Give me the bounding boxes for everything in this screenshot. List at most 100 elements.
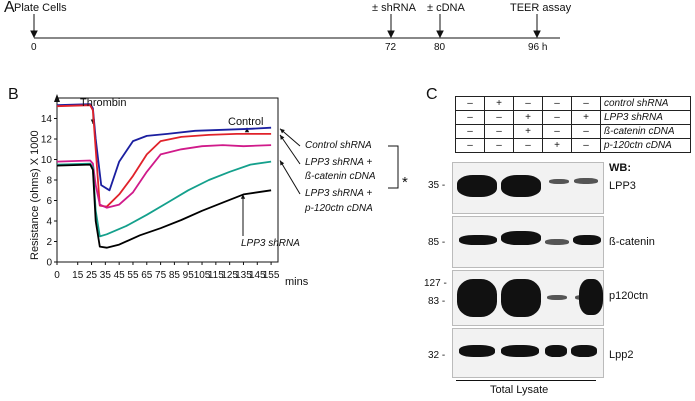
timeline — [30, 14, 560, 39]
significance-star: * — [402, 174, 408, 191]
marker-127: 127 - — [424, 278, 447, 289]
y-axis-arrow — [54, 94, 60, 102]
cell: – — [484, 110, 514, 125]
condition-table: – + – – – control shRNA – – + – + LPP3 s… — [455, 96, 691, 153]
blot-lpp3 — [452, 162, 604, 214]
wb-label: WB: — [609, 162, 631, 174]
series-line-4 — [56, 163, 272, 249]
cell: – — [542, 110, 572, 125]
x-tick-label: 75 — [155, 270, 167, 281]
chart-lines — [56, 103, 272, 249]
panel-a-letter: A — [4, 0, 15, 16]
legend-p120-line2: p-120ctn cDNA — [305, 203, 373, 214]
x-tick-label: 35 — [100, 270, 112, 281]
marker-35: 35 - — [428, 180, 446, 191]
cell: – — [455, 138, 485, 153]
footer-rule — [456, 380, 596, 381]
condition-row: – + – – – control shRNA — [455, 96, 691, 111]
cell: + — [484, 96, 514, 111]
band — [501, 345, 539, 357]
x-tick-label: 65 — [141, 270, 153, 281]
series-line-1 — [56, 104, 272, 208]
cell: – — [542, 96, 572, 111]
x-tick-label: 15 — [72, 270, 84, 281]
band — [547, 295, 567, 300]
band — [459, 345, 495, 357]
cell: + — [571, 110, 601, 125]
series-line-2 — [56, 144, 272, 209]
band — [457, 279, 497, 317]
panel-b-letter: B — [8, 86, 19, 103]
cell: + — [513, 110, 543, 125]
legend-p120-arrow-head — [280, 160, 285, 166]
blot-p120ctn — [452, 270, 604, 326]
x-tick-label: 85 — [169, 270, 181, 281]
timeline-event-shrna: ± shRNA — [372, 2, 416, 14]
cell: – — [484, 138, 514, 153]
cell: – — [455, 124, 485, 139]
cell: – — [513, 138, 543, 153]
panel-c-letter: C — [426, 86, 438, 103]
band — [574, 178, 598, 184]
blot-label-p120ctn: p120ctn — [609, 290, 649, 302]
x-tick-label: 95 — [183, 270, 195, 281]
y-tick-label: 8 — [46, 176, 52, 187]
legend-control-arrow-head — [280, 128, 285, 134]
chart-axes — [54, 94, 399, 265]
condition-label: LPP3 shRNA — [600, 110, 691, 125]
x-tick-label: 145 — [249, 270, 266, 281]
condition-label: control shRNA — [600, 96, 691, 111]
x-tick-label: 25 — [86, 270, 98, 281]
y-tick-label: 6 — [46, 196, 52, 207]
y-tick-label: 14 — [41, 114, 53, 125]
band — [545, 345, 567, 357]
y-tick-label: 2 — [46, 237, 52, 248]
x-tick-label: 105 — [194, 270, 211, 281]
timeline-event-cdna: ± cDNA — [427, 2, 465, 14]
y-tick-label: 10 — [41, 155, 53, 166]
y-tick-label: 0 — [46, 258, 52, 269]
band — [501, 175, 541, 197]
legend-p120-line1: LPP3 shRNA + — [305, 188, 373, 199]
legend-p120-arrow — [279, 160, 301, 195]
x-tick-label: 55 — [127, 270, 139, 281]
legend-bcat-line2: ß-catenin cDNA — [305, 171, 376, 182]
band — [579, 279, 603, 315]
cell: – — [484, 124, 514, 139]
legend-control-shrna: Control shRNA — [305, 140, 372, 151]
y-tick-label: 12 — [41, 135, 53, 146]
legend-bcat-arrow — [279, 134, 301, 165]
y-tick-label: 4 — [46, 217, 52, 228]
band — [573, 235, 601, 245]
marker-83: 83 - — [428, 296, 446, 307]
blot-label-beta-catenin: ß-catenin — [609, 236, 655, 248]
lpp3-arrow-head — [240, 194, 246, 199]
condition-label: ß-catenin cDNA — [600, 124, 691, 139]
blot-lpp2 — [452, 328, 604, 378]
control-annotation: Control — [228, 116, 264, 128]
band — [501, 279, 541, 317]
condition-row: – – + – – ß-catenin cDNA — [455, 124, 691, 139]
significance-bracket — [388, 145, 399, 189]
cell: – — [455, 96, 485, 111]
legend-bcat-arrow-head — [280, 134, 285, 140]
timeline-event-plate: Plate Cells — [14, 2, 67, 14]
legend-bcat-line1: LPP3 shRNA + — [305, 157, 373, 168]
condition-row: – – – + – p-120ctn cDNA — [455, 138, 691, 153]
marker-85: 85 - — [428, 237, 446, 248]
x-axis-unit: mins — [285, 276, 309, 288]
x-tick-label: 135 — [235, 270, 252, 281]
condition-row: – – + – + LPP3 shRNA — [455, 110, 691, 125]
band — [545, 239, 569, 245]
band — [457, 175, 497, 197]
marker-32: 32 - — [428, 350, 446, 361]
footer-total-lysate: Total Lysate — [490, 384, 549, 396]
band — [459, 235, 497, 245]
cell: – — [513, 96, 543, 111]
x-tick-label: 155 — [263, 270, 280, 281]
timeline-arrows — [30, 14, 541, 39]
lpp3-shrna-annotation: LPP3 shRNA — [241, 238, 300, 249]
band — [549, 179, 569, 184]
